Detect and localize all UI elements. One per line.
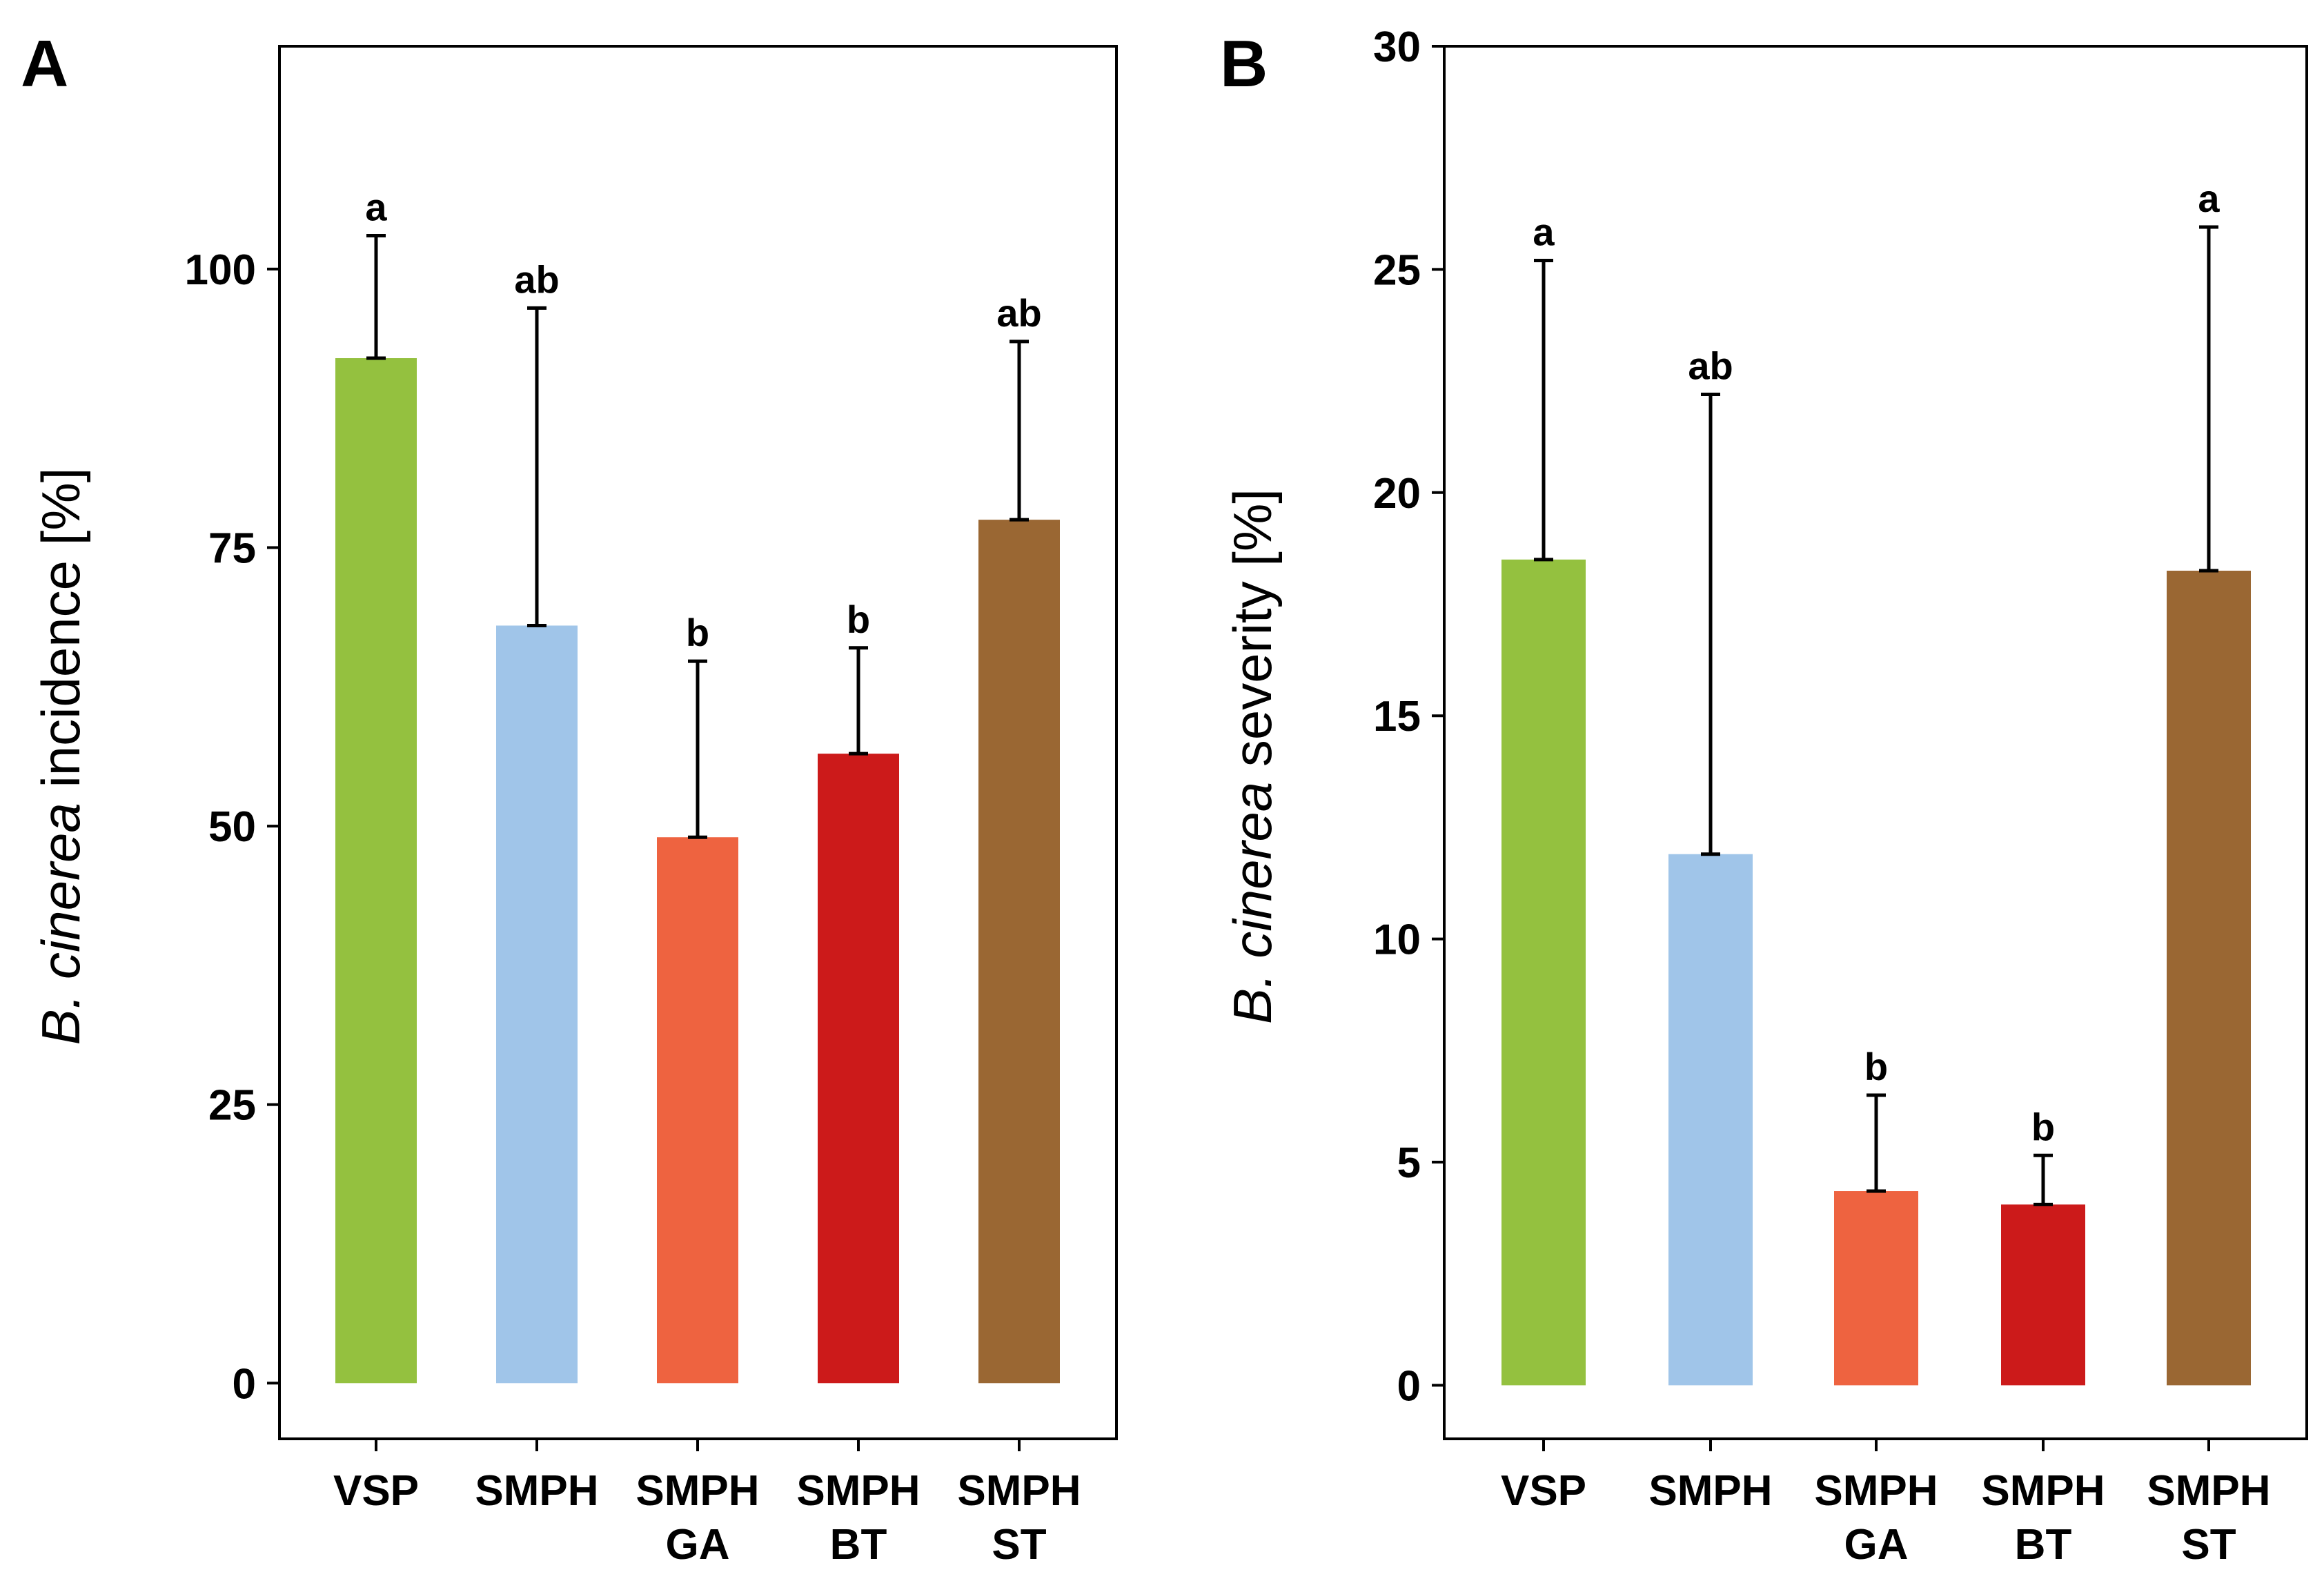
panel-a-letter: A [21,27,68,101]
y-axis-label: B. cinerea incidence [%] [30,468,91,1045]
y-tick-label: 10 [1373,916,1421,964]
y-tick-label: 25 [208,1082,256,1130]
x-tick-label: SMPH [796,1467,920,1515]
bar-vsp [335,358,417,1384]
y-tick-label: 0 [233,1360,256,1408]
bar-vsp [1501,559,1586,1386]
x-tick-label: BT [830,1521,887,1569]
significance-label: ab [996,291,1041,335]
significance-label: b [1864,1045,1888,1088]
x-tick-label: SMPH [1814,1467,1938,1515]
y-tick-label: 50 [208,803,256,851]
error-bar [2034,1153,2053,1206]
x-tick-label: ST [2181,1521,2236,1569]
x-tick-label: SMPH [1981,1467,2105,1515]
x-tick-label: BT [2015,1521,2072,1569]
y-tick-label: 5 [1397,1139,1421,1187]
x-tick-label: GA [1844,1521,1909,1569]
x-tick-label: SMPH [636,1467,759,1515]
panel-b-chart: Ba ab b b a 0 5 10 15 20 25 30 VSP SMPH SMPH GA SMPH BT SM… [1220,23,2308,1569]
significance-label: a [365,185,387,228]
significance-label: b [2031,1105,2055,1148]
error-bar [1534,258,1553,562]
bar-smph [496,625,578,1384]
y-axis-label-metric: incidence [%] [30,468,91,803]
x-tick-label: SMPH [475,1467,598,1515]
y-tick-label: 20 [1373,470,1421,518]
x-tick-label: VSP [1501,1467,1586,1515]
panel-a-chart: Aa ab b b ab 0 25 50 75 100 VSP SMPH SMPH GA SMPH BT SMP… [21,27,1118,1569]
y-axis-label-species: B. cinerea [30,803,91,1045]
error-bar [1867,1093,1886,1193]
x-tick-label: VSP [333,1467,419,1515]
panel-b-letter: B [1220,27,1268,101]
y-tick-label: 0 [1397,1362,1421,1410]
error-bar [1701,393,1720,856]
error-bar [527,306,546,627]
bar-smph-bt [2001,1204,2085,1386]
y-tick-label: 30 [1373,23,1421,71]
x-tick-label: SMPH [1648,1467,1772,1515]
x-tick-label: GA [666,1521,730,1569]
bar-smph-bt [818,754,899,1384]
error-bar [2199,225,2218,573]
bar-smph-ga [1834,1191,1918,1386]
y-tick-label: 25 [1373,246,1421,294]
error-bar [366,233,386,360]
error-bar [849,646,868,756]
x-tick-label: ST [992,1521,1046,1569]
x-tick-label: SMPH [957,1467,1081,1515]
x-tick-label: SMPH [2147,1467,2270,1515]
y-axis-label-metric: severity [%] [1222,489,1283,782]
y-tick-label: 75 [208,524,256,572]
y-axis-label-species: B. cinerea [1222,782,1283,1024]
bar-smph-ga [657,837,738,1384]
y-tick-label: 100 [185,246,256,294]
error-bar [1010,340,1029,522]
significance-label: ab [1688,344,1733,388]
significance-label: b [847,598,870,641]
error-bar [688,659,707,839]
bar-smph-st [2167,570,2251,1386]
significance-label: ab [514,257,559,301]
y-tick-label: 15 [1373,693,1421,740]
significance-label: b [686,611,709,654]
significance-label: a [1533,210,1555,253]
significance-label: a [2198,177,2220,220]
y-axis-label: B. cinerea severity [%] [1222,489,1283,1024]
bar-smph [1668,854,1753,1386]
bar-smph-st [978,520,1060,1384]
